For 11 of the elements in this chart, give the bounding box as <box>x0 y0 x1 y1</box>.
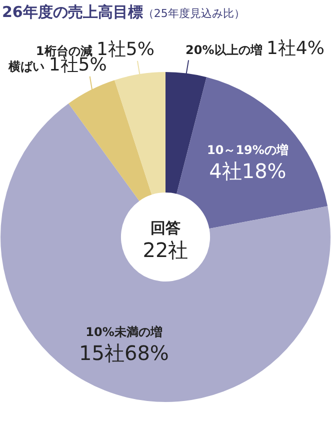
text: 回答 <box>150 219 180 237</box>
text: 22社 <box>142 238 188 262</box>
chart-title: 26年度の売上高目標 <box>2 3 143 21</box>
slice-label: 横ばい <box>8 59 45 74</box>
data-label: 15社68% <box>79 340 169 365</box>
slice-label: 20%以上の増 <box>186 43 262 58</box>
slice-label: 10～19%の増 <box>207 142 288 157</box>
data-label: 4社18% <box>209 158 286 183</box>
slice-label: 10%未満の増 <box>86 324 162 339</box>
chart-subtitle: （25年度見込み比） <box>142 7 245 20</box>
data-label: 1社4% <box>266 38 324 60</box>
